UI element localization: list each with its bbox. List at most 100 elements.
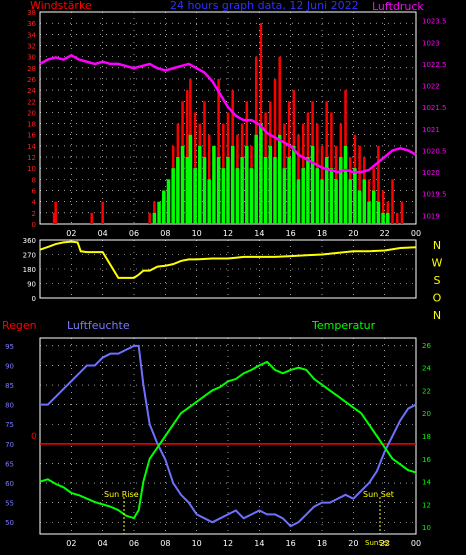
grid-humidity bbox=[40, 338, 417, 534]
tick-label-luftdruck: 1021.5 bbox=[422, 104, 447, 112]
bar-wind-mittel- bbox=[357, 190, 362, 224]
bar-wind-mittel- bbox=[320, 179, 324, 224]
bar-windst-rke bbox=[90, 212, 93, 224]
tick-label-hour: 00 bbox=[411, 229, 421, 238]
tick-label-direction: 180 bbox=[23, 266, 36, 274]
bar-wind-mittel- bbox=[353, 168, 357, 224]
tick-label-temperatur: 22 bbox=[422, 387, 431, 395]
bar-wind-mittel- bbox=[171, 168, 175, 224]
bar-wind-mittel- bbox=[343, 145, 348, 224]
tick-label-hour: 12 bbox=[223, 539, 233, 548]
bar-wind-mittel- bbox=[216, 157, 221, 224]
direction-letter: O bbox=[433, 292, 442, 305]
tick-label-windstaerke: 30 bbox=[27, 54, 36, 62]
bar-windst-rke bbox=[358, 145, 361, 224]
tick-label-hour: 06 bbox=[129, 539, 139, 548]
bar-wind-mittel- bbox=[273, 157, 277, 224]
direction-letter: N bbox=[433, 309, 441, 322]
bar-wind-mittel- bbox=[362, 179, 367, 224]
direction-letter: S bbox=[434, 274, 441, 287]
axis-tick-labels: 0246810121416182022242628303234363810191… bbox=[5, 9, 446, 548]
tick-label-windstaerke: 24 bbox=[27, 87, 36, 95]
tick-label-luftdruck: 1022 bbox=[422, 83, 440, 91]
tick-label-luftfeuchte: 55 bbox=[5, 500, 14, 508]
tick-label-luftdruck: 1020.5 bbox=[422, 147, 447, 155]
bar-wind-mittel- bbox=[329, 168, 334, 224]
bar-wind-mittel- bbox=[259, 123, 263, 224]
bar-wind-mittel- bbox=[212, 145, 216, 224]
tick-label-hour: 08 bbox=[160, 229, 170, 238]
tick-label-luftfeuchte: 50 bbox=[5, 519, 14, 527]
bar-wind-mittel- bbox=[180, 145, 185, 224]
tick-label-hour: 14 bbox=[254, 229, 264, 238]
tick-label-luftfeuchte: 85 bbox=[5, 382, 14, 390]
bar-wind-mittel- bbox=[310, 145, 315, 224]
bar-windst-rke bbox=[391, 179, 394, 224]
bar-wind-mittel- bbox=[152, 212, 157, 224]
tick-label-windstaerke: 32 bbox=[27, 42, 36, 50]
sun-rise-label: Sun Rise bbox=[104, 490, 139, 499]
bar-wind-mittel- bbox=[263, 157, 268, 224]
tick-label-hour: 20 bbox=[348, 229, 358, 238]
bar-wind-mittel- bbox=[198, 145, 202, 224]
tick-label-windstaerke: 20 bbox=[27, 109, 36, 117]
tick-label-luftdruck: 1023.5 bbox=[422, 18, 447, 26]
tick-label-temperatur: 26 bbox=[422, 342, 431, 350]
tick-label-luftdruck: 1019.5 bbox=[422, 191, 447, 199]
panel-frame-direction bbox=[39, 239, 417, 299]
bar-wind-mittel- bbox=[245, 145, 249, 224]
bar-wind-mittel- bbox=[240, 157, 244, 224]
tick-label-luftfeuchte: 65 bbox=[5, 460, 14, 468]
bar-windst-rke bbox=[52, 212, 56, 224]
bar-wind-mittel- bbox=[230, 145, 235, 224]
rain-zero-label: 0 bbox=[31, 432, 37, 442]
bar-wind-mittel- bbox=[202, 157, 207, 224]
bar-wind-mittel- bbox=[381, 212, 385, 224]
tick-label-windstaerke: 38 bbox=[27, 9, 36, 17]
bar-wind-mittel- bbox=[166, 179, 171, 224]
tick-label-luftfeuchte: 60 bbox=[5, 480, 14, 488]
tick-label-hour: 16 bbox=[286, 229, 296, 238]
tick-label-windstaerke: 26 bbox=[27, 76, 36, 84]
bar-wind-mittel- bbox=[287, 157, 291, 224]
tick-label-direction: 90 bbox=[27, 281, 36, 289]
bar-windst-rke bbox=[54, 201, 57, 224]
tick-label-hour: 14 bbox=[254, 539, 264, 548]
bar-windst-rke bbox=[273, 78, 277, 225]
tick-label-luftfeuchte: 80 bbox=[5, 402, 14, 410]
header-windstaerke: Windstärke bbox=[30, 0, 92, 12]
header-luftdruck: Luftdruck bbox=[372, 0, 424, 13]
tick-label-hour: 04 bbox=[98, 539, 108, 548]
label-regen: Regen bbox=[2, 319, 37, 332]
direction-letter: W bbox=[432, 257, 443, 270]
tick-label-temperatur: 12 bbox=[422, 501, 431, 509]
tick-label-hour: 22 bbox=[380, 229, 390, 238]
bar-wind-mittel- bbox=[162, 190, 166, 224]
tick-label-luftfeuchte: 75 bbox=[5, 421, 14, 429]
tick-label-windstaerke: 2 bbox=[32, 210, 36, 218]
panel-frame-humidity bbox=[39, 337, 417, 535]
tick-label-luftdruck: 1021 bbox=[422, 126, 440, 134]
bar-wind-mittel- bbox=[277, 134, 282, 224]
tick-label-hour: 02 bbox=[66, 229, 76, 238]
bar-wind-mittel- bbox=[157, 201, 161, 224]
bar-windst-rke bbox=[381, 190, 385, 224]
tick-label-windstaerke: 36 bbox=[27, 20, 36, 28]
label-luftfeuchte: Luftfeuchte bbox=[67, 319, 130, 332]
wind-direction-line bbox=[39, 240, 417, 279]
tick-label-direction: 360 bbox=[23, 237, 36, 245]
tick-label-hour: 22 bbox=[380, 539, 390, 548]
sun-set-label: Sun Set bbox=[363, 490, 394, 499]
bar-wind-mittel- bbox=[254, 134, 258, 224]
tick-label-hour: 10 bbox=[192, 539, 202, 548]
tick-label-windstaerke: 14 bbox=[27, 143, 36, 151]
humidity-line bbox=[40, 344, 417, 528]
tick-label-temperatur: 18 bbox=[422, 433, 431, 441]
bar-wind-mittel- bbox=[193, 168, 197, 224]
bar-wind-mittel- bbox=[296, 179, 301, 224]
tick-label-luftfeuchte: 90 bbox=[5, 362, 14, 370]
bar-wind-mittel- bbox=[339, 157, 343, 224]
